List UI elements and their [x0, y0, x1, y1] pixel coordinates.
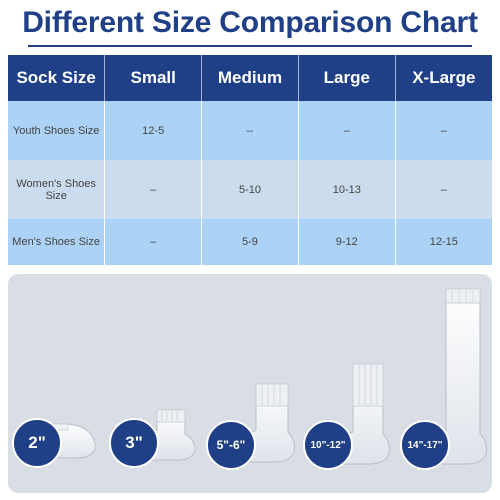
row-label-men: Men's Shoes Size [8, 219, 106, 265]
row-label-women: Women's Shoes Size [8, 160, 106, 219]
table-cell: 12-5 [104, 101, 203, 160]
table-cell: – [104, 219, 203, 265]
sock-height-panel: 2" 3" 5"-6" [8, 274, 492, 493]
table-cell: – [298, 101, 396, 160]
column-header-medium: Medium [201, 55, 299, 101]
table-cell: 5-9 [201, 219, 299, 265]
column-header-sock-size: Sock Size [8, 55, 106, 101]
height-badge: 10"-12" [303, 420, 353, 470]
column-header-small: Small [104, 55, 203, 101]
page-title: Different Size Comparison Chart [22, 6, 478, 39]
table-cell: 10-13 [298, 160, 396, 219]
sock-crew: 10"-12" [299, 274, 396, 493]
table-cell: 5-10 [201, 160, 299, 219]
table-row: Women's Shoes Size – 5-10 10-13 – [8, 160, 492, 219]
table-header-row: Sock Size Small Medium Large X-Large [8, 55, 492, 101]
sock-over-the-calf: 14"-17" [396, 274, 492, 493]
table-cell: – [395, 101, 492, 160]
table-row: Youth Shoes Size 12-5 – – – [8, 101, 492, 160]
height-badge: 2" [12, 418, 62, 468]
sock-no-show: 2" [8, 274, 105, 493]
table-row: Men's Shoes Size – 5-9 9-12 12-15 [8, 219, 492, 265]
title-underline [28, 45, 472, 47]
sock-ankle: 3" [105, 274, 202, 493]
table-cell: 12-15 [395, 219, 492, 265]
height-badge: 5"-6" [206, 420, 256, 470]
sock-quarter: 5"-6" [202, 274, 299, 493]
size-table: Sock Size Small Medium Large X-Large You… [8, 55, 492, 265]
column-header-x-large: X-Large [395, 55, 492, 101]
table-cell: – [201, 101, 299, 160]
column-header-large: Large [298, 55, 396, 101]
table-cell: – [104, 160, 203, 219]
height-badge: 3" [109, 418, 159, 468]
height-badge: 14"-17" [400, 420, 450, 470]
table-cell: – [395, 160, 492, 219]
table-cell: 9-12 [298, 219, 396, 265]
row-label-youth: Youth Shoes Size [8, 101, 106, 160]
